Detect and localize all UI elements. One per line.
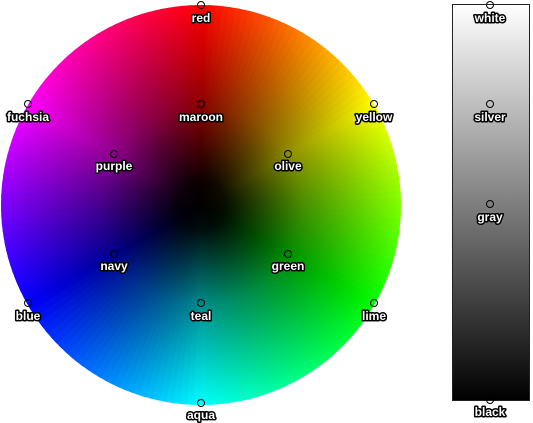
label-white: white (474, 11, 506, 25)
label-fuchsia: fuchsia (7, 110, 49, 124)
color-wheel-markers: red yellow lime aqua blue fuchsia maroon… (5, 1, 395, 423)
label-olive: olive (274, 159, 302, 173)
marker-purple[interactable] (110, 150, 118, 158)
label-silver: silver (474, 110, 506, 124)
label-purple: purple (96, 159, 133, 173)
marker-silver[interactable] (486, 100, 494, 108)
marker-lime[interactable] (370, 299, 378, 307)
label-red: red (192, 11, 211, 25)
label-maroon: maroon (179, 110, 223, 124)
label-gray: gray (477, 210, 503, 224)
marker-navy[interactable] (110, 250, 118, 258)
color-wheel[interactable] (0, 0, 411, 415)
label-navy: navy (100, 259, 128, 273)
grayscale-bar[interactable] (452, 4, 530, 401)
marker-white[interactable] (486, 1, 494, 9)
marker-green[interactable] (284, 250, 292, 258)
marker-yellow[interactable] (370, 100, 378, 108)
marker-teal[interactable] (197, 299, 205, 307)
marker-maroon[interactable] (197, 100, 205, 108)
marker-blue[interactable] (24, 299, 32, 307)
grayscale-markers: white silver gray black (472, 1, 508, 421)
marker-aqua[interactable] (197, 399, 205, 407)
marker-olive[interactable] (284, 150, 292, 158)
marker-gray[interactable] (486, 200, 494, 208)
label-green: green (272, 259, 305, 273)
label-yellow: yellow (356, 110, 393, 124)
marker-red[interactable] (197, 1, 205, 9)
marker-black[interactable] (486, 396, 494, 404)
label-blue: blue (16, 309, 41, 323)
label-lime: lime (362, 309, 386, 323)
label-teal: teal (191, 309, 212, 323)
marker-fuchsia[interactable] (24, 100, 32, 108)
label-black: black (475, 405, 506, 419)
label-aqua: aqua (187, 408, 215, 422)
